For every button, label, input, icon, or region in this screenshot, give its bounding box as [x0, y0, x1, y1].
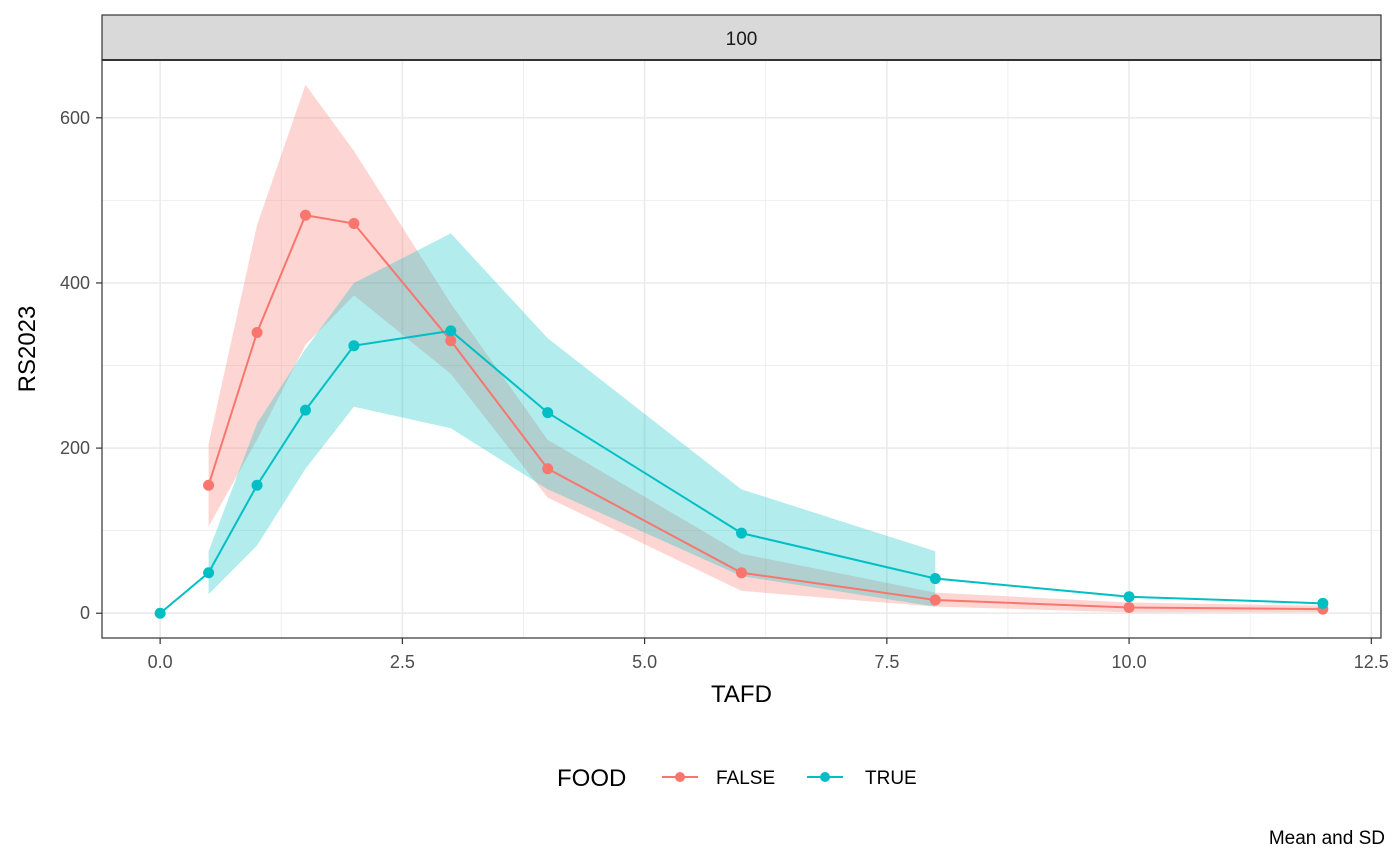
- point-true: [736, 527, 747, 539]
- ribbon-false: [208, 84, 1323, 613]
- y-tick-label: 200: [60, 438, 90, 458]
- y-tick-label: 400: [60, 273, 90, 293]
- legend-title: FOOD: [557, 765, 626, 792]
- y-axis-title: RS2023: [14, 306, 41, 393]
- point-false: [348, 217, 360, 229]
- point-false: [542, 463, 554, 475]
- point-true: [929, 573, 941, 585]
- point-true: [299, 404, 311, 416]
- legend-key-point-false: [675, 772, 685, 782]
- legend-label-true: TRUE: [865, 768, 917, 789]
- x-tick-label: 0.0: [148, 652, 173, 672]
- point-false: [203, 479, 215, 491]
- y-tick-label: 600: [60, 108, 90, 128]
- point-false: [251, 326, 263, 338]
- point-true: [203, 567, 215, 579]
- caption: Mean and SD: [1269, 828, 1385, 849]
- grid-major: [102, 60, 1381, 638]
- point-true: [542, 407, 554, 419]
- grid-minor: [102, 60, 1381, 638]
- x-tick-label: 10.0: [1112, 652, 1147, 672]
- legend: FOOD FALSE TRUE: [557, 765, 917, 792]
- facet-strip-label: 100: [726, 29, 758, 50]
- x-tick-label: 7.5: [874, 652, 899, 672]
- point-true: [1317, 597, 1329, 609]
- point-false: [299, 209, 311, 221]
- y-tick-label: 0: [80, 603, 90, 623]
- point-false: [1123, 601, 1135, 613]
- series-points: [154, 209, 1329, 619]
- point-true: [1123, 591, 1135, 603]
- point-false: [445, 335, 457, 347]
- point-true: [251, 479, 263, 491]
- y-axis: 0 200 400 600: [60, 108, 102, 623]
- line-false: [207, 214, 1323, 611]
- x-tick-label: 2.5: [390, 652, 415, 672]
- facet-strip: [101, 14, 1382, 61]
- x-axis: 0.0 2.5 5.0 7.5 10.0 12.5: [148, 638, 1389, 672]
- legend-label-false: FALSE: [716, 768, 775, 789]
- point-true: [154, 607, 166, 619]
- x-tick-label: 5.0: [632, 652, 657, 672]
- legend-key-point-true: [820, 772, 830, 782]
- point-true: [445, 325, 457, 337]
- legend-entry-true: TRUE: [807, 768, 917, 789]
- point-false: [929, 594, 941, 606]
- x-tick-label: 12.5: [1354, 652, 1389, 672]
- legend-entry-false: FALSE: [662, 768, 775, 789]
- point-false: [736, 567, 747, 579]
- ribbon-true: [208, 233, 936, 607]
- point-true: [348, 340, 360, 352]
- plot-panel: [102, 60, 1381, 638]
- sd-ribbons: [208, 84, 1323, 613]
- x-axis-title: TAFD: [711, 681, 772, 708]
